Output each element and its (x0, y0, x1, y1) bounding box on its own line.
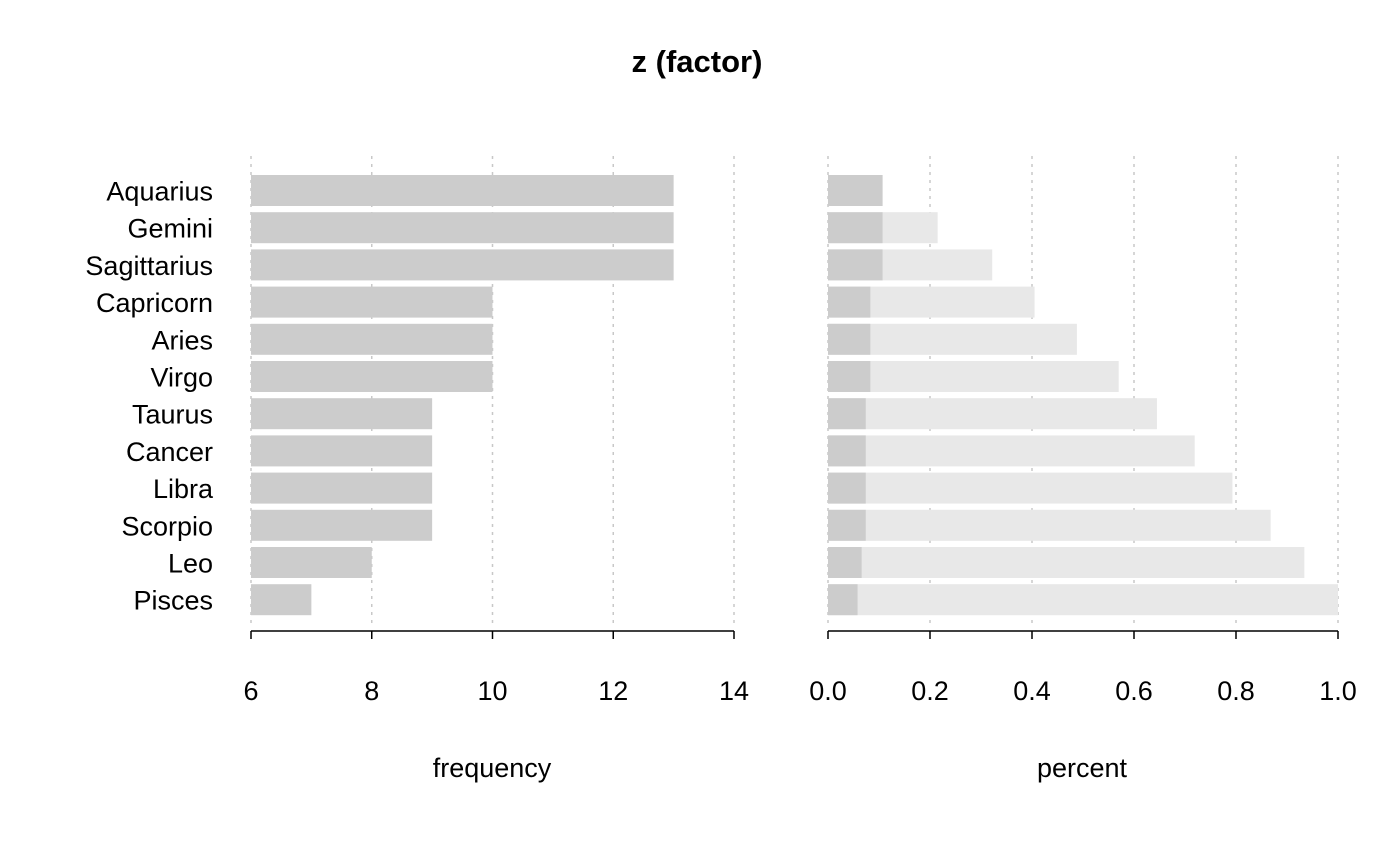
frequency-bar-virgo (251, 361, 493, 392)
percent-panel: 0.0 0.2 0.4 0.6 0.8 1.0 (809, 156, 1357, 706)
percent-bar-aries (828, 323, 871, 355)
cumulative-bar-leo (828, 547, 1305, 578)
category-label-leo: Leo (168, 549, 213, 579)
frequency-axis-label: frequency (433, 753, 552, 783)
chart-title: z (factor) (632, 44, 763, 79)
category-label-aquarius: Aquarius (106, 177, 213, 207)
percent-tick-label: 0.4 (1013, 676, 1051, 706)
percent-bar-pisces (828, 584, 858, 616)
frequency-tick-label: 8 (364, 676, 379, 706)
frequency-bar-capricorn (251, 286, 493, 318)
cumulative-bar-pisces (828, 584, 1338, 616)
frequency-panel: Aquarius Gemini Sagittarius Capricorn Aries V… (85, 156, 749, 706)
frequency-tick-label: 6 (243, 676, 258, 706)
percent-bar-sagittarius (828, 249, 883, 281)
percent-bar-virgo (828, 361, 871, 392)
frequency-bar-libra (251, 472, 433, 504)
frequency-bar-scorpio (251, 509, 433, 541)
frequency-bar-aquarius (251, 175, 674, 206)
percent-tick-label: 1.0 (1319, 676, 1357, 706)
frequency-bar-sagittarius (251, 249, 674, 281)
percent-bar-capricorn (828, 286, 871, 318)
percent-bar-gemini (828, 212, 883, 244)
cumulative-bar-libra (828, 472, 1233, 504)
category-label-capricorn: Capricorn (96, 288, 213, 318)
category-label-cancer: Cancer (126, 437, 213, 467)
cumulative-bar-cancer (828, 435, 1195, 467)
frequency-bar-cancer (251, 435, 433, 467)
cumulative-bar-virgo (828, 361, 1119, 392)
frequency-bar-pisces (251, 584, 312, 616)
percent-tick-label: 0.2 (911, 676, 949, 706)
percent-bar-leo (828, 547, 862, 578)
percent-bar-taurus (828, 398, 866, 430)
category-label-pisces: Pisces (133, 586, 213, 616)
percent-bar-aquarius (828, 175, 883, 206)
percent-axis-label: percent (1037, 753, 1128, 783)
frequency-tick-label: 10 (477, 676, 507, 706)
category-label-libra: Libra (153, 474, 214, 504)
percent-bar-libra (828, 472, 866, 504)
category-label-virgo: Virgo (150, 363, 213, 393)
category-label-scorpio: Scorpio (121, 511, 213, 541)
cumulative-bar-taurus (828, 398, 1157, 430)
frequency-bar-leo (251, 547, 372, 578)
frequency-tick-label: 12 (598, 676, 628, 706)
frequency-bar-aries (251, 323, 493, 355)
percent-bar-cancer (828, 435, 866, 467)
percent-tick-label: 0.8 (1217, 676, 1255, 706)
category-label-aries: Aries (151, 325, 213, 355)
category-label-sagittarius: Sagittarius (85, 251, 213, 281)
category-label-taurus: Taurus (132, 400, 213, 430)
frequency-bar-taurus (251, 398, 433, 430)
percent-tick-label: 0.0 (809, 676, 847, 706)
category-label-gemini: Gemini (127, 214, 213, 244)
percent-bar-scorpio (828, 509, 866, 541)
cumulative-bar-scorpio (828, 509, 1271, 541)
percent-tick-label: 0.6 (1115, 676, 1153, 706)
frequency-tick-label: 14 (719, 676, 749, 706)
frequency-bar-gemini (251, 212, 674, 244)
